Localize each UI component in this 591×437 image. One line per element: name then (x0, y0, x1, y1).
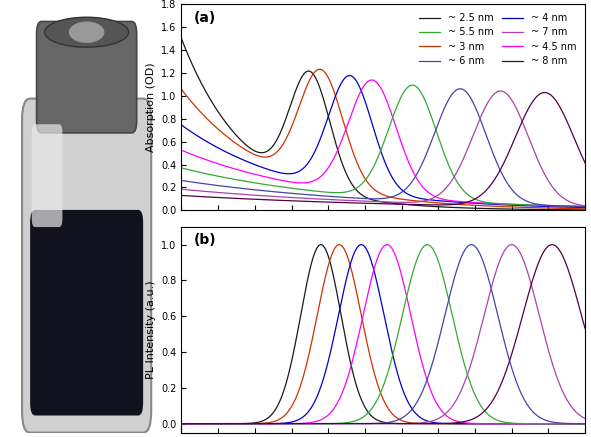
~ 4.5 nm (224, 164, 231, 170)
~ 7 nm (574, 202, 581, 207)
~ 3 nm (248, 150, 255, 156)
~ 2.5 nm (350, 184, 358, 190)
FancyBboxPatch shape (32, 124, 63, 227)
~ 7 nm (333, 197, 340, 202)
Text: (a): (a) (194, 10, 216, 24)
~ 8 nm (350, 200, 358, 205)
~ 4 nm (333, 91, 340, 97)
~ 4.5 nm (350, 105, 358, 110)
~ 2.5 nm (582, 207, 589, 212)
~ 5.5 nm (582, 204, 589, 209)
~ 4 nm (346, 73, 353, 78)
~ 8 nm (582, 160, 589, 166)
FancyBboxPatch shape (22, 99, 151, 433)
FancyBboxPatch shape (30, 210, 143, 416)
~ 2.5 nm (333, 142, 340, 148)
~ 8 nm (436, 202, 443, 208)
Ellipse shape (69, 21, 105, 43)
Legend: ~ 2.5 nm, ~ 5.5 nm, ~ 3 nm, ~ 6 nm, ~ 4 nm, ~ 7 nm, ~ 4.5 nm, ~ 8 nm: ~ 2.5 nm, ~ 5.5 nm, ~ 3 nm, ~ 6 nm, ~ 4 … (415, 9, 580, 70)
~ 6 nm (333, 194, 340, 199)
~ 2.5 nm (530, 207, 537, 212)
~ 3 nm (316, 66, 323, 72)
~ 8 nm (224, 195, 231, 201)
FancyBboxPatch shape (37, 21, 137, 133)
~ 5.5 nm (248, 180, 255, 185)
~ 6 nm (574, 204, 581, 209)
~ 7 nm (530, 148, 537, 153)
~ 5.5 nm (574, 204, 581, 209)
~ 7 nm (178, 187, 185, 192)
Line: ~ 4.5 nm: ~ 4.5 nm (181, 80, 585, 207)
~ 7 nm (350, 198, 358, 203)
~ 4.5 nm (582, 204, 589, 209)
~ 2.5 nm (178, 36, 185, 42)
~ 5.5 nm (333, 190, 340, 195)
~ 8 nm (530, 97, 537, 103)
~ 8 nm (574, 143, 581, 149)
~ 4 nm (530, 203, 537, 208)
~ 6 nm (582, 204, 589, 209)
~ 8 nm (541, 90, 548, 95)
~ 4.5 nm (368, 77, 375, 83)
Ellipse shape (45, 17, 129, 47)
~ 5.5 nm (350, 187, 358, 192)
~ 6 nm (350, 195, 358, 201)
~ 4 nm (178, 122, 185, 128)
~ 5.5 nm (178, 165, 185, 170)
~ 6 nm (456, 86, 463, 91)
~ 8 nm (248, 197, 255, 202)
~ 2.5 nm (248, 146, 255, 152)
Y-axis label: PL Intensity (a.u.): PL Intensity (a.u.) (146, 281, 155, 379)
Y-axis label: Absorption (OD): Absorption (OD) (146, 62, 155, 152)
~ 7 nm (248, 192, 255, 198)
~ 8 nm (178, 193, 185, 198)
~ 7 nm (582, 203, 589, 208)
~ 3 nm (224, 135, 231, 140)
~ 3 nm (350, 152, 358, 157)
Text: (b): (b) (194, 233, 216, 247)
Line: ~ 2.5 nm: ~ 2.5 nm (181, 39, 585, 210)
~ 4 nm (582, 205, 589, 210)
~ 4 nm (350, 75, 358, 80)
~ 4.5 nm (333, 151, 340, 156)
~ 3 nm (530, 205, 537, 210)
Line: ~ 7 nm: ~ 7 nm (181, 91, 585, 206)
~ 4.5 nm (178, 148, 185, 153)
~ 3 nm (574, 206, 581, 211)
~ 7 nm (224, 191, 231, 196)
Line: ~ 3 nm: ~ 3 nm (181, 69, 585, 209)
~ 6 nm (530, 201, 537, 206)
Line: ~ 6 nm: ~ 6 nm (181, 89, 585, 207)
~ 6 nm (178, 178, 185, 183)
~ 3 nm (333, 96, 340, 101)
~ 4.5 nm (530, 202, 537, 208)
~ 8 nm (333, 200, 340, 205)
~ 2.5 nm (224, 122, 231, 128)
~ 6 nm (248, 187, 255, 192)
~ 4 nm (574, 205, 581, 210)
~ 3 nm (178, 87, 185, 92)
~ 3 nm (582, 206, 589, 212)
~ 7 nm (497, 88, 504, 94)
~ 6 nm (224, 184, 231, 189)
Line: ~ 5.5 nm: ~ 5.5 nm (181, 85, 585, 206)
~ 5.5 nm (224, 175, 231, 180)
~ 5.5 nm (409, 83, 416, 88)
Line: ~ 4 nm: ~ 4 nm (181, 76, 585, 208)
~ 4.5 nm (574, 204, 581, 209)
~ 2.5 nm (574, 207, 581, 212)
~ 5.5 nm (530, 202, 537, 208)
~ 4 nm (248, 161, 255, 166)
~ 4 nm (224, 150, 231, 155)
~ 4.5 nm (248, 171, 255, 176)
Line: ~ 8 nm: ~ 8 nm (181, 93, 585, 205)
